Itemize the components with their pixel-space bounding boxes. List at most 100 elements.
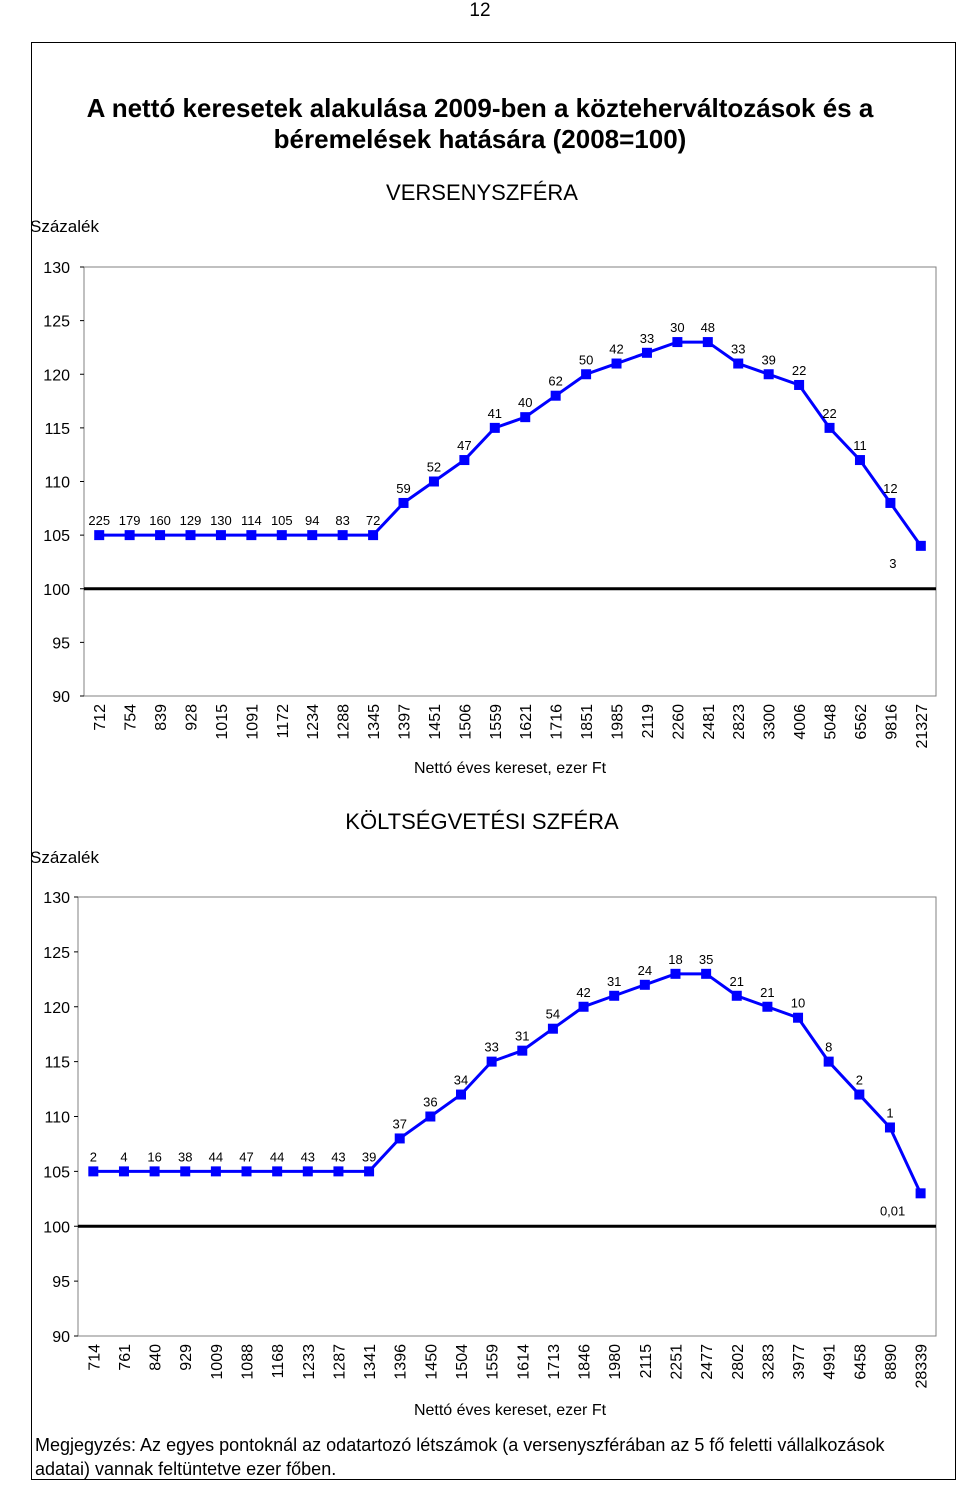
chart2-data-label: 31 [607,974,621,989]
chart2-xtick-label: 28339 [914,1344,931,1389]
page-title: A nettó keresetek alakulása 2009-ben a k… [86,93,874,154]
chart2-data-point [425,1111,436,1122]
chart2-xtick-label: 761 [117,1344,134,1371]
chart2-data-point [915,1188,926,1199]
chart2-data-point [639,979,650,990]
chart1-data-point [94,530,105,541]
chart1-data-label: 11 [853,438,867,453]
chart1-xlabel: Nettó éves kereset, ezer Ft [414,760,607,777]
chart2-data-point [394,1133,405,1144]
chart1-xtick-label: 21327 [914,704,931,749]
chart2-data-point [272,1166,283,1177]
chart1-xtick-label: 712 [92,704,109,731]
versenyszfera-chart: VERSENYSZFÉRA Százalék 130 125 120 115 110 105 1… [30,180,937,777]
chart2-title: KÖLTSÉGVETÉSI SZFÉRA [345,809,619,834]
chart2-series-line [93,972,922,1194]
chart1-data-label: 50 [579,352,593,367]
chart2-plot-area [77,896,937,1337]
chart1-data-label: 41 [488,406,502,421]
chart2-data-label: 18 [668,952,682,967]
chart2-ytick-label: 110 [44,1110,70,1127]
chart2-ytick-label: 95 [52,1274,70,1291]
chart2-data-label: 42 [576,985,590,1000]
chart2-data-point [210,1166,221,1177]
chart2-data-label: 38 [178,1149,192,1164]
footnote: Megjegyzés: Az egyes pontoknál az odatar… [35,1435,885,1479]
chart1-data-label: 22 [822,406,836,421]
chart2-xtick-label: 2251 [668,1344,685,1380]
chart2-xtick-label: 1009 [209,1344,226,1380]
chart1-data-point [368,530,379,541]
chart2-xlabel: Nettó éves kereset, ezer Ft [414,1402,607,1419]
chart1-xtick-label: 2119 [640,704,657,739]
chart1-data-point [794,379,805,390]
chart1-data-label: 52 [427,460,441,475]
chart1-data-label: 62 [548,374,562,389]
chart2-data-point [486,1056,497,1067]
chart1-data-point [185,530,196,541]
chart1-data-point [550,390,561,401]
chart1-data-label: 129 [180,513,202,528]
chart2-data-point [241,1166,252,1177]
chart1-data-point [581,369,592,380]
chart2-data-point [762,1001,773,1012]
chart2-xtick-label: 1614 [515,1344,532,1380]
chart1-xtick-label: 1288 [336,704,353,740]
chart1-data-point [246,530,257,541]
chart2-data-label: 2 [856,1073,863,1088]
chart2-xtick-label: 714 [86,1344,103,1371]
chart1-data-label: 114 [241,513,262,528]
chart1-xtick-label: 928 [184,704,201,731]
chart2-xtick-label: 1168 [270,1344,287,1379]
chart1-data-label: 33 [731,342,745,357]
chart2-ytick-label: 115 [44,1055,70,1072]
chart1-xtick-label: 754 [123,704,140,731]
chart2-xtick-label: 1559 [485,1344,502,1380]
chart1-data-point [337,530,348,541]
chart2-data-point [302,1166,313,1177]
chart2-data-label: 44 [209,1149,223,1164]
chart1-ytick-label: 125 [43,314,70,331]
chart2-xtick-label: 1450 [423,1344,440,1380]
chart2-data-point [854,1089,865,1100]
koltsegvetesi-szfera-chart: KÖLTSÉGVETÉSI SZFÉRASzázalék130125120115… [30,809,937,1419]
chart2-data-point [609,990,620,1001]
chart1-ytick-label: 130 [43,260,70,277]
chart2-ytick-label: 90 [52,1329,70,1346]
chart1-xtick-label: 1621 [518,704,535,740]
chart2-data-label: 21 [760,985,774,1000]
chart2-data-point [88,1166,99,1177]
chart1-data-point [885,497,896,508]
chart1-data-label: 72 [366,513,380,528]
chart1-data-label: 12 [883,481,897,496]
chart2-xtick-label: 4991 [822,1344,839,1380]
chart2-xtick-label: 8890 [883,1344,900,1380]
chart2-xtick-label: 3977 [791,1344,808,1380]
chart1-data-label: 39 [761,352,775,367]
chart2-xtick-label: 1504 [454,1344,471,1380]
chart2-data-point [823,1056,834,1067]
chart1-ylabel: Százalék [30,217,99,236]
chart1-data-label: 47 [457,438,471,453]
chart2-data-label: 10 [791,996,805,1011]
chart1-data-label: 42 [609,342,623,357]
chart2-data-label: 39 [362,1149,376,1164]
chart1-xtick-label: 1397 [397,704,414,740]
chart1-xtick-label: 3300 [762,704,779,740]
chart2-ytick-label: 130 [43,890,70,907]
chart2-xtick-label: 3283 [760,1344,777,1380]
chart1-data-point [428,476,439,487]
chart1-data-point [124,530,135,541]
chart1-data-label: 160 [149,513,171,528]
chart1-data-label: 105 [271,513,293,528]
chart2-ytick-label: 125 [43,945,70,962]
chart2-ytick-label: 105 [43,1164,70,1181]
chart1-series-line [99,340,923,547]
chart1-data-label: 40 [518,395,532,410]
chart1-data-label: 130 [210,513,232,528]
chart2-data-label: 2 [90,1149,97,1164]
chart2-data-label: 34 [454,1073,468,1088]
chart2-data-point [884,1122,895,1133]
chart1-xtick-label: 1345 [366,704,383,740]
chart2-xtick-label: 1980 [607,1344,624,1380]
